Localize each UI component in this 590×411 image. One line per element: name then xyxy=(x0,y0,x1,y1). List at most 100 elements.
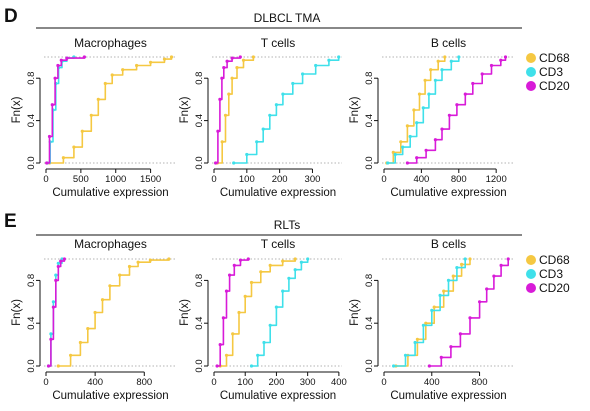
legend-d: CD68 CD3 CD20 xyxy=(526,51,570,93)
ecdf-point-cd68 xyxy=(268,263,272,267)
ecdf-point-cd20 xyxy=(468,316,472,320)
ecdf-point-cd68 xyxy=(405,124,409,128)
y-tick-label: 0.8 xyxy=(26,274,37,287)
ecdf-point-cd20 xyxy=(221,316,225,320)
y-tick-label: 0.4 xyxy=(364,317,375,330)
ecdf-point-cd68 xyxy=(86,327,90,331)
ecdf-point-cd20 xyxy=(228,273,232,277)
ecdf-series-cd68 xyxy=(49,57,173,164)
ecdf-point-cd68 xyxy=(230,76,234,80)
ecdf-point-cd68 xyxy=(259,270,263,274)
ecdf-point-cd3 xyxy=(413,340,417,345)
ecdf-point-cd68 xyxy=(451,274,455,278)
ecdf-point-cd20 xyxy=(59,58,63,62)
plot-d-b-cells: B cells 0 400 800 1200 Cumulative expression 0… xyxy=(349,36,513,199)
ecdf-point-cd3 xyxy=(245,152,249,157)
ecdf-point-cd20 xyxy=(56,264,60,269)
x-tick-label: 0 xyxy=(381,174,386,185)
plot-e-t-cells: T cells 0 100 200 300 400 Cumulative expressio… xyxy=(179,237,347,402)
ecdf-point-cd68 xyxy=(118,273,122,277)
legend-label-cd3: CD3 xyxy=(539,65,563,79)
x-tick-label: 300 xyxy=(305,174,321,185)
ecdf-point-cd68 xyxy=(136,260,140,264)
x-axis-label: Cumulative expression xyxy=(220,187,336,199)
ecdf-point-cd3 xyxy=(314,63,318,68)
ecdf-point-cd3 xyxy=(457,55,461,59)
group-title-rlts: RLTs xyxy=(274,218,300,232)
ecdf-point-cd68 xyxy=(148,258,152,262)
ecdf-point-cd3 xyxy=(440,68,444,72)
legend-label-cd68: CD68 xyxy=(539,51,570,65)
ecdf-point-cd3 xyxy=(455,266,459,270)
ecdf-point-cd20 xyxy=(440,127,444,131)
ecdf-point-cd20 xyxy=(232,263,236,267)
ecdf-point-cd68 xyxy=(443,55,447,59)
ecdf-series-cd3 xyxy=(387,57,460,164)
ecdf-point-cd20 xyxy=(82,55,86,59)
y-tick-label: 0.4 xyxy=(26,114,37,127)
y-axis-label: Fn(x) xyxy=(179,96,191,123)
ecdf-point-cd3 xyxy=(421,106,425,110)
ecdf-point-cd3 xyxy=(306,257,310,261)
ecdf-point-cd68 xyxy=(429,68,433,72)
ecdf-point-cd3 xyxy=(415,121,419,125)
ecdf-point-cd3 xyxy=(433,78,437,82)
ecdf-point-cd20 xyxy=(458,332,462,336)
ecdf-point-cd20 xyxy=(214,161,218,165)
y-tick-label: 0.0 xyxy=(26,359,37,372)
ecdf-point-cd68 xyxy=(442,289,446,293)
x-tick-label: 800 xyxy=(451,174,467,185)
x-tick-label: 800 xyxy=(472,377,488,388)
ecdf-point-cd68 xyxy=(460,262,464,266)
ecdf-point-cd20 xyxy=(492,274,496,278)
ecdf-point-cd68 xyxy=(415,337,419,341)
ecdf-point-cd3 xyxy=(268,323,272,327)
ecdf-point-cd68 xyxy=(224,353,229,357)
x-tick-label: 400 xyxy=(424,377,440,388)
ecdf-point-cd68 xyxy=(61,156,65,160)
ecdf-point-cd68 xyxy=(78,340,82,345)
ecdf-point-cd20 xyxy=(503,55,508,59)
ecdf-point-cd68 xyxy=(149,60,153,64)
group-title-dlbcl: DLBCL TMA xyxy=(254,11,321,25)
ecdf-point-cd20 xyxy=(59,259,63,263)
ecdf-point-cd3 xyxy=(256,353,260,357)
panel-letter-d: D xyxy=(4,6,18,27)
ecdf-point-cd3 xyxy=(446,278,451,282)
x-tick-label: 500 xyxy=(73,174,89,185)
ecdf-point-cd3 xyxy=(274,305,278,309)
ecdf-point-cd3 xyxy=(427,92,431,96)
ecdf-point-cd3 xyxy=(49,332,53,336)
legend-label-cd68: CD68 xyxy=(539,253,570,267)
x-tick-label: 0 xyxy=(211,174,216,185)
ecdf-point-cd68 xyxy=(169,55,174,59)
plot-e-b-cells: B cells 0 400 800 Cumulative expression 0.0 0.… xyxy=(349,237,513,402)
legend-label-cd20: CD20 xyxy=(539,281,570,295)
ecdf-point-cd3 xyxy=(56,261,60,265)
ecdf-point-cd20 xyxy=(218,97,222,101)
ecdf-point-cd20 xyxy=(50,103,54,107)
ecdf-point-cd20 xyxy=(433,138,437,142)
ecdf-point-cd20 xyxy=(405,161,409,165)
ecdf-point-cd68 xyxy=(167,257,171,261)
y-tick-label: 0.8 xyxy=(364,274,375,287)
x-axis-label: Cumulative expression xyxy=(52,390,168,402)
ecdf-point-cd3 xyxy=(287,276,291,280)
ecdf-point-cd68 xyxy=(417,92,422,96)
y-tick-label: 0.4 xyxy=(194,114,205,127)
ecdf-point-cd68 xyxy=(227,92,231,96)
legend-swatch-cd3 xyxy=(526,269,536,279)
ecdf-series-cd68 xyxy=(58,259,170,367)
y-tick-label: 0.8 xyxy=(26,72,37,85)
plot-d-t-cells: T cells 0 100 200 300 Cumulative expression 0.… xyxy=(179,36,342,199)
ecdf-series-cd68 xyxy=(395,259,471,367)
subplot-title: Macrophages xyxy=(74,36,147,50)
ecdf-point-cd68 xyxy=(72,145,76,149)
ecdf-point-cd20 xyxy=(220,76,224,80)
x-tick-label: 1000 xyxy=(105,174,126,185)
subplot-title: Macrophages xyxy=(74,237,147,251)
ecdf-series-cd68 xyxy=(217,57,255,164)
ecdf-point-cd3 xyxy=(430,308,434,312)
y-tick-label: 0.0 xyxy=(26,156,37,169)
ecdf-point-cd68 xyxy=(162,57,167,61)
